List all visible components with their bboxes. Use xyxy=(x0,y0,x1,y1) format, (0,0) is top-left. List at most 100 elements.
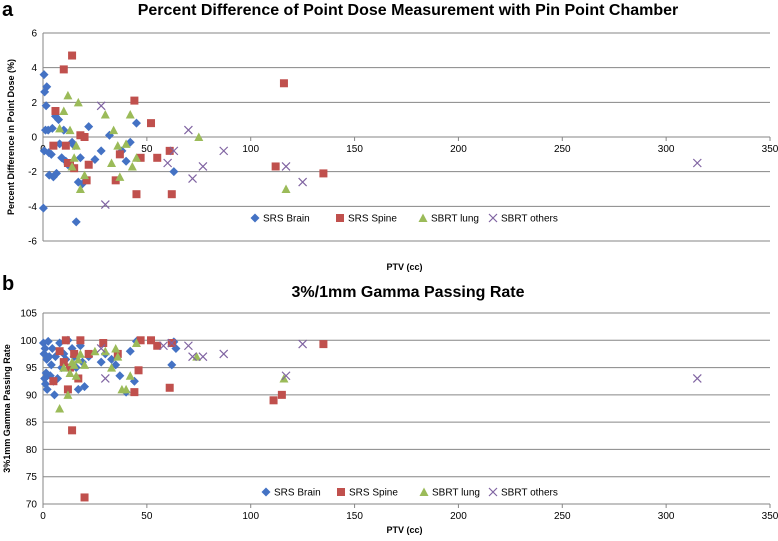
data-point xyxy=(75,184,85,193)
y-axis-title: Percent Difference in Point Dose (%) xyxy=(6,59,16,215)
data-point xyxy=(319,169,328,178)
data-point xyxy=(188,174,197,184)
data-point xyxy=(68,51,77,60)
data-point xyxy=(113,141,123,150)
data-point xyxy=(165,146,174,155)
legend-label: SRS Spine xyxy=(348,214,397,225)
data-point xyxy=(165,383,174,392)
x-tick-label: 50 xyxy=(141,511,153,522)
x-tick-label: 100 xyxy=(242,144,259,155)
x-tick-label: 300 xyxy=(658,511,675,522)
data-point xyxy=(121,384,131,394)
data-point xyxy=(183,125,193,135)
data-point xyxy=(147,119,156,128)
data-point xyxy=(38,203,48,213)
data-point xyxy=(55,347,64,356)
data-point xyxy=(130,96,139,105)
data-point xyxy=(84,160,93,169)
legend-marker xyxy=(418,213,428,222)
data-point xyxy=(67,161,77,171)
data-point xyxy=(115,150,124,159)
y-tick-label: 4 xyxy=(31,63,37,74)
data-point xyxy=(59,363,69,372)
data-point xyxy=(167,338,177,348)
data-point xyxy=(80,170,90,180)
data-point xyxy=(125,137,135,147)
data-point xyxy=(59,358,68,367)
y-tick-label: 80 xyxy=(26,445,38,456)
data-point xyxy=(153,153,162,162)
series-sbrt-others xyxy=(96,338,702,383)
data-point xyxy=(130,388,139,397)
y-tick-label: -4 xyxy=(28,202,37,213)
x-tick-label: 50 xyxy=(141,144,153,155)
data-point xyxy=(71,371,81,380)
data-point xyxy=(41,101,51,111)
series-srs-brain xyxy=(38,70,179,227)
data-point xyxy=(40,343,50,353)
data-point xyxy=(96,357,106,367)
data-point xyxy=(59,65,68,74)
data-point xyxy=(66,363,75,372)
legend-label: SBRT lung xyxy=(432,488,480,499)
legend-marker xyxy=(336,214,344,222)
y-axis-title: 3%1mm Gamma Passing Rate xyxy=(2,344,12,473)
data-point xyxy=(107,363,117,372)
data-point xyxy=(115,371,125,381)
data-point xyxy=(281,371,291,381)
data-point xyxy=(75,153,85,163)
data-point xyxy=(100,346,110,356)
data-point xyxy=(271,162,280,171)
data-point xyxy=(188,352,197,362)
data-point xyxy=(80,382,90,392)
data-point xyxy=(84,349,93,358)
data-point xyxy=(125,109,135,119)
data-point xyxy=(125,371,135,380)
data-point xyxy=(80,360,90,369)
data-point xyxy=(281,184,291,193)
data-point xyxy=(131,153,141,162)
data-point xyxy=(71,141,81,150)
legend-marker xyxy=(261,487,271,497)
data-point xyxy=(69,360,79,369)
y-tick-label: -6 xyxy=(28,237,37,248)
chart-title: Percent Difference of Point Dose Measure… xyxy=(138,2,679,19)
data-point xyxy=(96,146,106,156)
chart-title: 3%/1mm Gamma Passing Rate xyxy=(292,284,525,301)
series-sbrt-lung xyxy=(55,90,291,193)
x-tick-label: 150 xyxy=(346,511,363,522)
data-point xyxy=(194,132,204,141)
data-point xyxy=(298,339,308,349)
legend-label: SRS Spine xyxy=(349,488,398,499)
data-point xyxy=(159,341,168,351)
x-tick-label: 0 xyxy=(40,511,46,522)
data-point xyxy=(131,118,141,128)
data-point xyxy=(136,336,145,345)
legend-marker xyxy=(337,488,345,496)
data-point xyxy=(84,122,94,132)
data-point xyxy=(198,162,208,171)
data-point xyxy=(39,70,49,80)
data-point xyxy=(279,79,288,88)
x-axis-title: PTV (cc) xyxy=(386,262,422,272)
data-point xyxy=(167,360,177,370)
data-point xyxy=(692,374,702,383)
data-point xyxy=(66,159,75,167)
series-srs-spine xyxy=(49,51,328,199)
data-point xyxy=(319,340,328,349)
x-tick-label: 350 xyxy=(762,511,778,522)
data-point xyxy=(65,368,75,378)
x-tick-label: 200 xyxy=(450,511,467,522)
data-point xyxy=(134,366,143,375)
data-point xyxy=(298,177,308,187)
data-point xyxy=(70,349,79,358)
data-point xyxy=(76,336,85,345)
data-point xyxy=(121,156,131,166)
series-sbrt-lung xyxy=(55,338,289,413)
data-point xyxy=(46,149,56,159)
data-point xyxy=(169,167,179,177)
data-point xyxy=(47,343,57,353)
data-point xyxy=(132,190,141,199)
data-point xyxy=(63,385,72,394)
